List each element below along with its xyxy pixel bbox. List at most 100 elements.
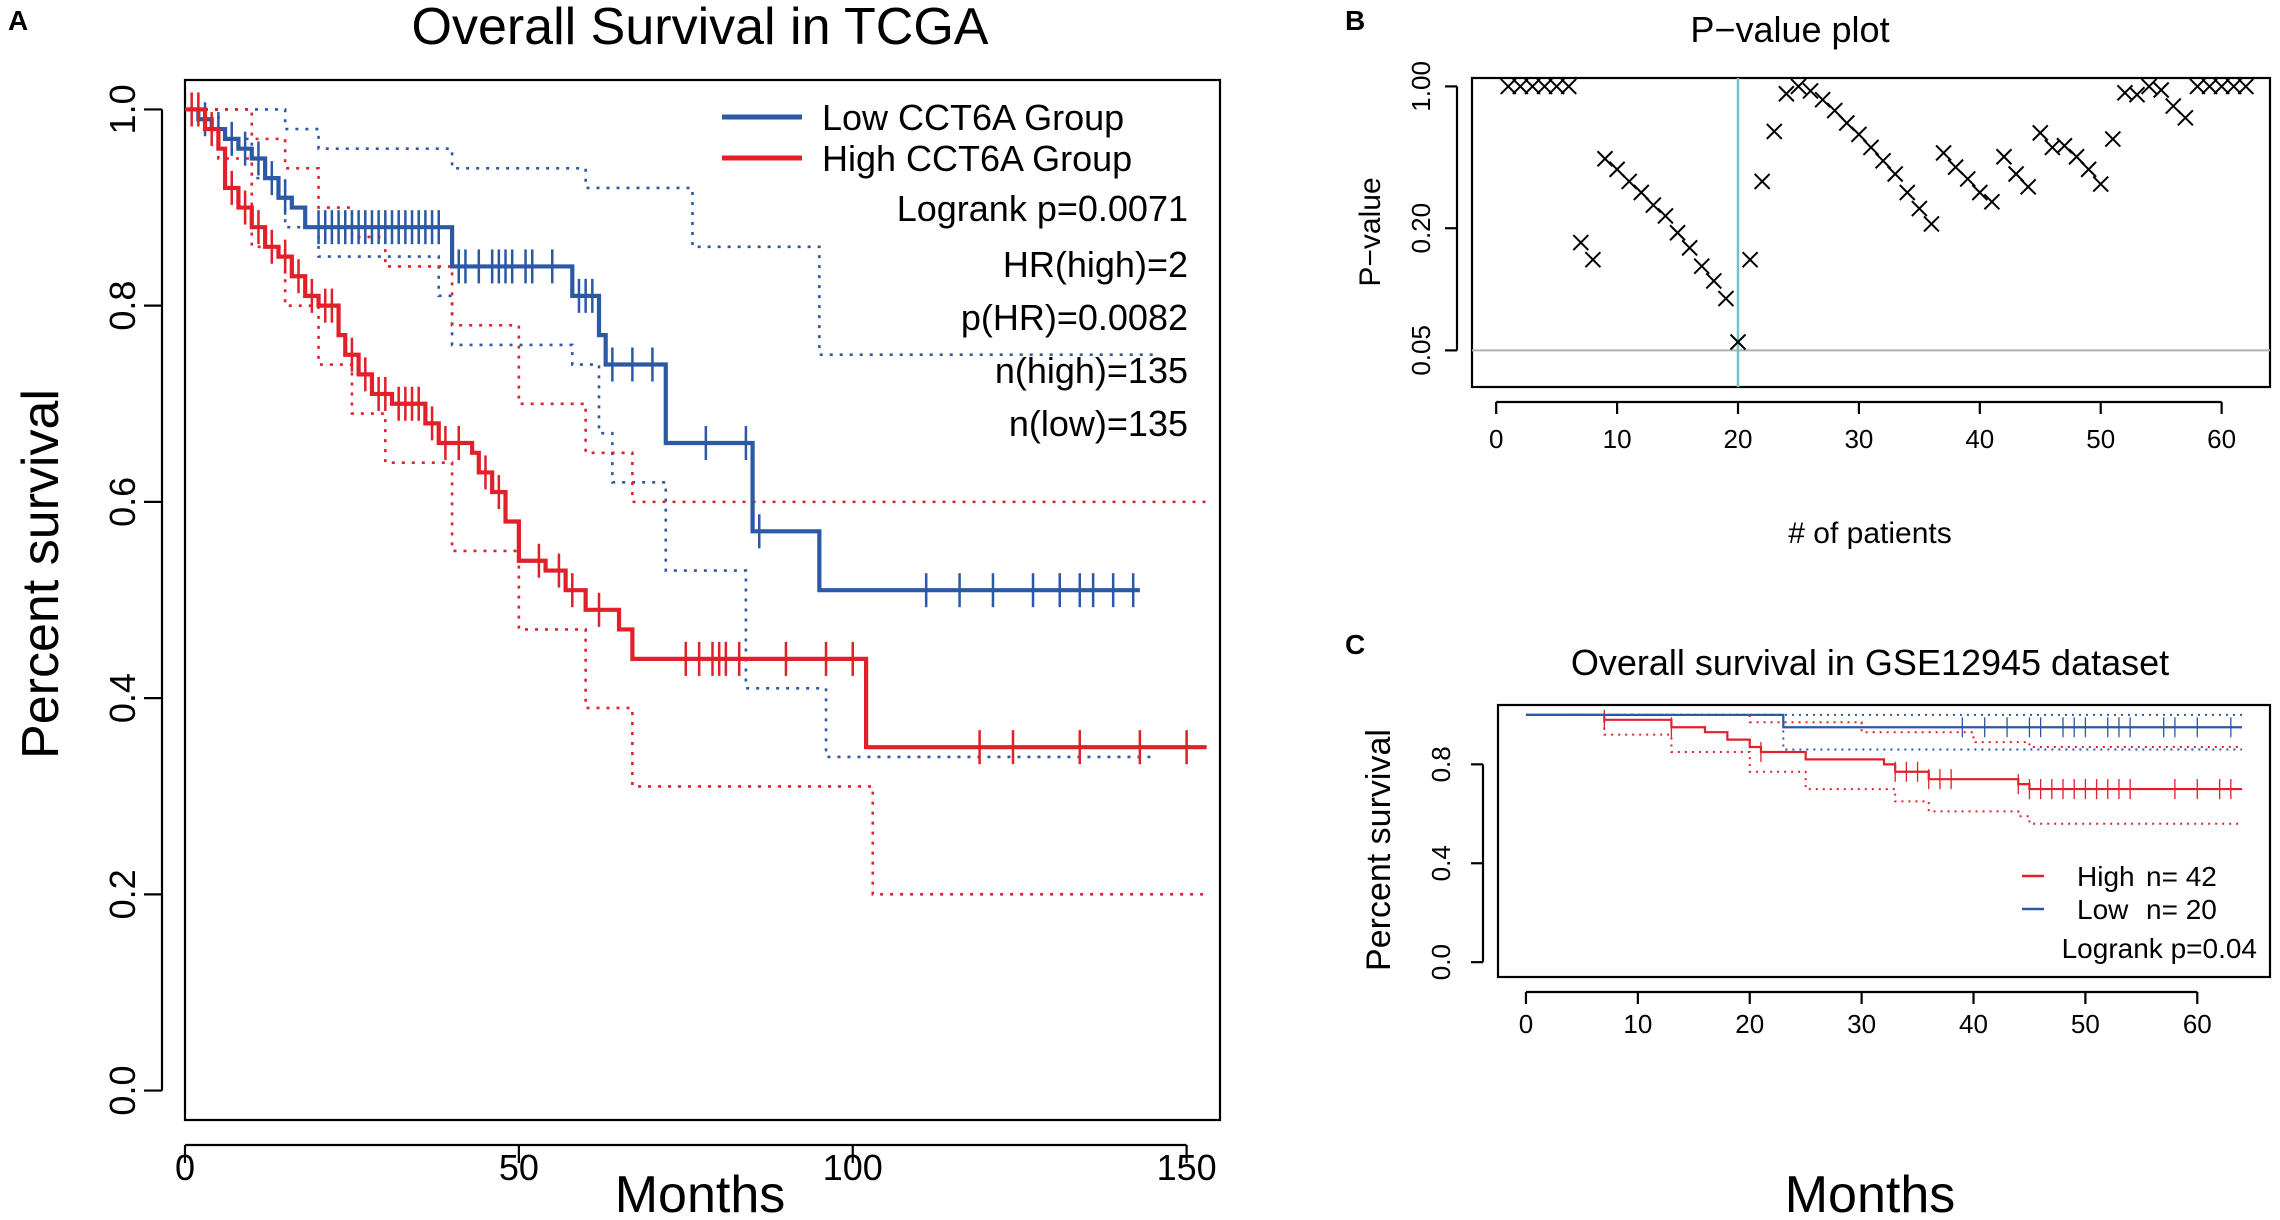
pvalue-point [1548,78,1565,95]
x-tick-label-c: 20 [1735,1009,1764,1039]
pvalue-point [1766,123,1783,140]
pvalue-point [1753,173,1771,190]
pvalue-point [1669,224,1686,241]
pvalue-point [2213,78,2230,95]
y-tick-label-c: 0.0 [1426,944,1456,980]
ci-band-high-a [185,108,1207,504]
pvalue-point [1536,78,1553,95]
pvalue-point [1899,184,1916,201]
chart-title-b: P−value plot [1690,9,1889,50]
pvalue-point [1705,272,1723,290]
x-tick-label-b: 50 [2086,424,2115,454]
y-axis-label-a: Percent survival [12,389,70,759]
pvalue-point [1729,333,1747,351]
pvalue-point [1584,251,1602,268]
panel-label-a: A [8,5,28,36]
survival-curve-high-c [1525,713,2243,791]
pvalue-point [2032,124,2049,142]
stat-hr: HR(high)=2 [1003,244,1188,285]
plot-area-a [183,78,1222,1122]
legend-label-high: High CCT6A Group [822,138,1132,179]
x-tick-label-b: 20 [1724,424,1753,454]
chart-title-c: Overall survival in GSE12945 dataset [1571,642,2169,683]
pvalue-point [2104,130,2122,148]
y-tick-label-a: 1.0 [102,84,143,134]
y-tick-label-b: 0.20 [1406,203,1436,254]
pvalue-point [1790,78,1807,95]
pvalue-point [1983,193,2001,210]
pvalue-point [2092,175,2109,193]
pvalue-point [1923,215,1940,233]
survival-curve-high-a [185,107,1207,750]
x-tick-label-c: 10 [1623,1009,1652,1039]
x-tick-label-c: 0 [1519,1009,1533,1039]
x-axis-label-b: # of patients [1788,517,1951,550]
pvalue-point [1886,165,1904,183]
x-tick-label-c: 40 [1959,1009,1988,1039]
pvalue-point [2237,78,2255,95]
pvalue-point [1657,207,1674,225]
pvalue-point [1560,78,1577,95]
ci-band-low-c [1525,713,2243,751]
pvalue-point [1802,82,1819,100]
x-tick-label-b: 10 [1603,424,1632,454]
pvalue-point [1524,78,1541,95]
panel-label-b: B [1345,5,1365,36]
x-tick-label-c: 60 [2183,1009,2212,1039]
x-tick-label-b: 60 [2207,424,2236,454]
x-tick-label-b: 0 [1489,424,1503,454]
x-tick-label-b: 40 [1965,424,1994,454]
pvalue-point [1717,290,1735,307]
x-tick-label-a: 0 [175,1147,195,1188]
pvalue-point [2225,78,2242,95]
ci-band-low-a [185,108,1154,759]
y-tick-label-b: 0.05 [1406,325,1436,376]
panel-a: A Overall Survival in TCGA 0 50 100 150 0.0 0… [8,0,1222,1220]
stat-p-hr: p(HR)=0.0082 [961,297,1188,338]
survival-curve-low-c [1525,713,2243,729]
ci-band-high-c [1525,713,2243,825]
x-tick-label-c: 30 [1847,1009,1876,1039]
stat-logrank-a: Logrank p=0.0071 [897,188,1188,229]
y-axis-label-b: P−value [1354,177,1387,286]
panel-label-c: C [1345,629,1365,660]
axes-c: 0 10 20 30 40 50 60 0.0 0.4 0.8 [1426,746,2212,1039]
y-tick-label-a: 0.8 [102,281,143,331]
pvalue-point [2177,109,2194,127]
y-tick-label-a: 0.6 [102,477,143,527]
stat-n-high: n(high)=135 [995,350,1188,391]
pvalue-point [1874,152,1892,169]
axes-a: 0 50 100 150 0.0 0.2 0.4 0.6 0.8 1.0 [102,84,1217,1188]
stat-n-low: n(low)=135 [1009,403,1188,444]
pvalue-point [1500,78,1517,95]
y-axis-label-c: Percent survival [1360,729,1398,971]
pvalue-point [2128,86,2146,103]
pvalue-point [1862,139,1880,156]
pvalue-point [1596,150,1614,167]
legend-label-low: Low CCT6A Group [822,97,1124,138]
pvalue-point [1512,78,1529,95]
y-tick-label-a: 0.0 [102,1066,143,1116]
axes-b: 0 10 20 30 40 50 60 1.00 0.20 0.05 [1406,61,2236,454]
pvalue-point [1681,239,1698,257]
series-group-b [1472,78,2270,387]
pvalue-point [1741,251,1759,268]
x-tick-label-a: 50 [499,1147,539,1188]
pvalue-point [1572,234,1590,251]
pvalue-point [2019,178,2037,196]
pvalue-point [1935,144,1952,162]
y-tick-label-c: 0.8 [1426,746,1456,782]
x-tick-label-a: 100 [823,1147,883,1188]
legend-label-low-c: Low [2077,894,2129,925]
plot-area-b [1470,76,2272,389]
x-axis-label-a: Months [615,1166,786,1220]
pvalue-point [1850,126,1868,143]
pvalue-point [2152,81,2170,99]
legend-label-high-c: High [2077,861,2135,892]
panel-b: B P−value plot 0 10 20 30 40 50 60 1.00 0.20 0.05… [1345,5,2272,550]
legend-n-low-c: n= 20 [2146,894,2217,925]
pvalue-point [2080,161,2097,178]
chart-title-a: Overall Survival in TCGA [412,0,989,56]
x-tick-label-a: 150 [1157,1147,1217,1188]
